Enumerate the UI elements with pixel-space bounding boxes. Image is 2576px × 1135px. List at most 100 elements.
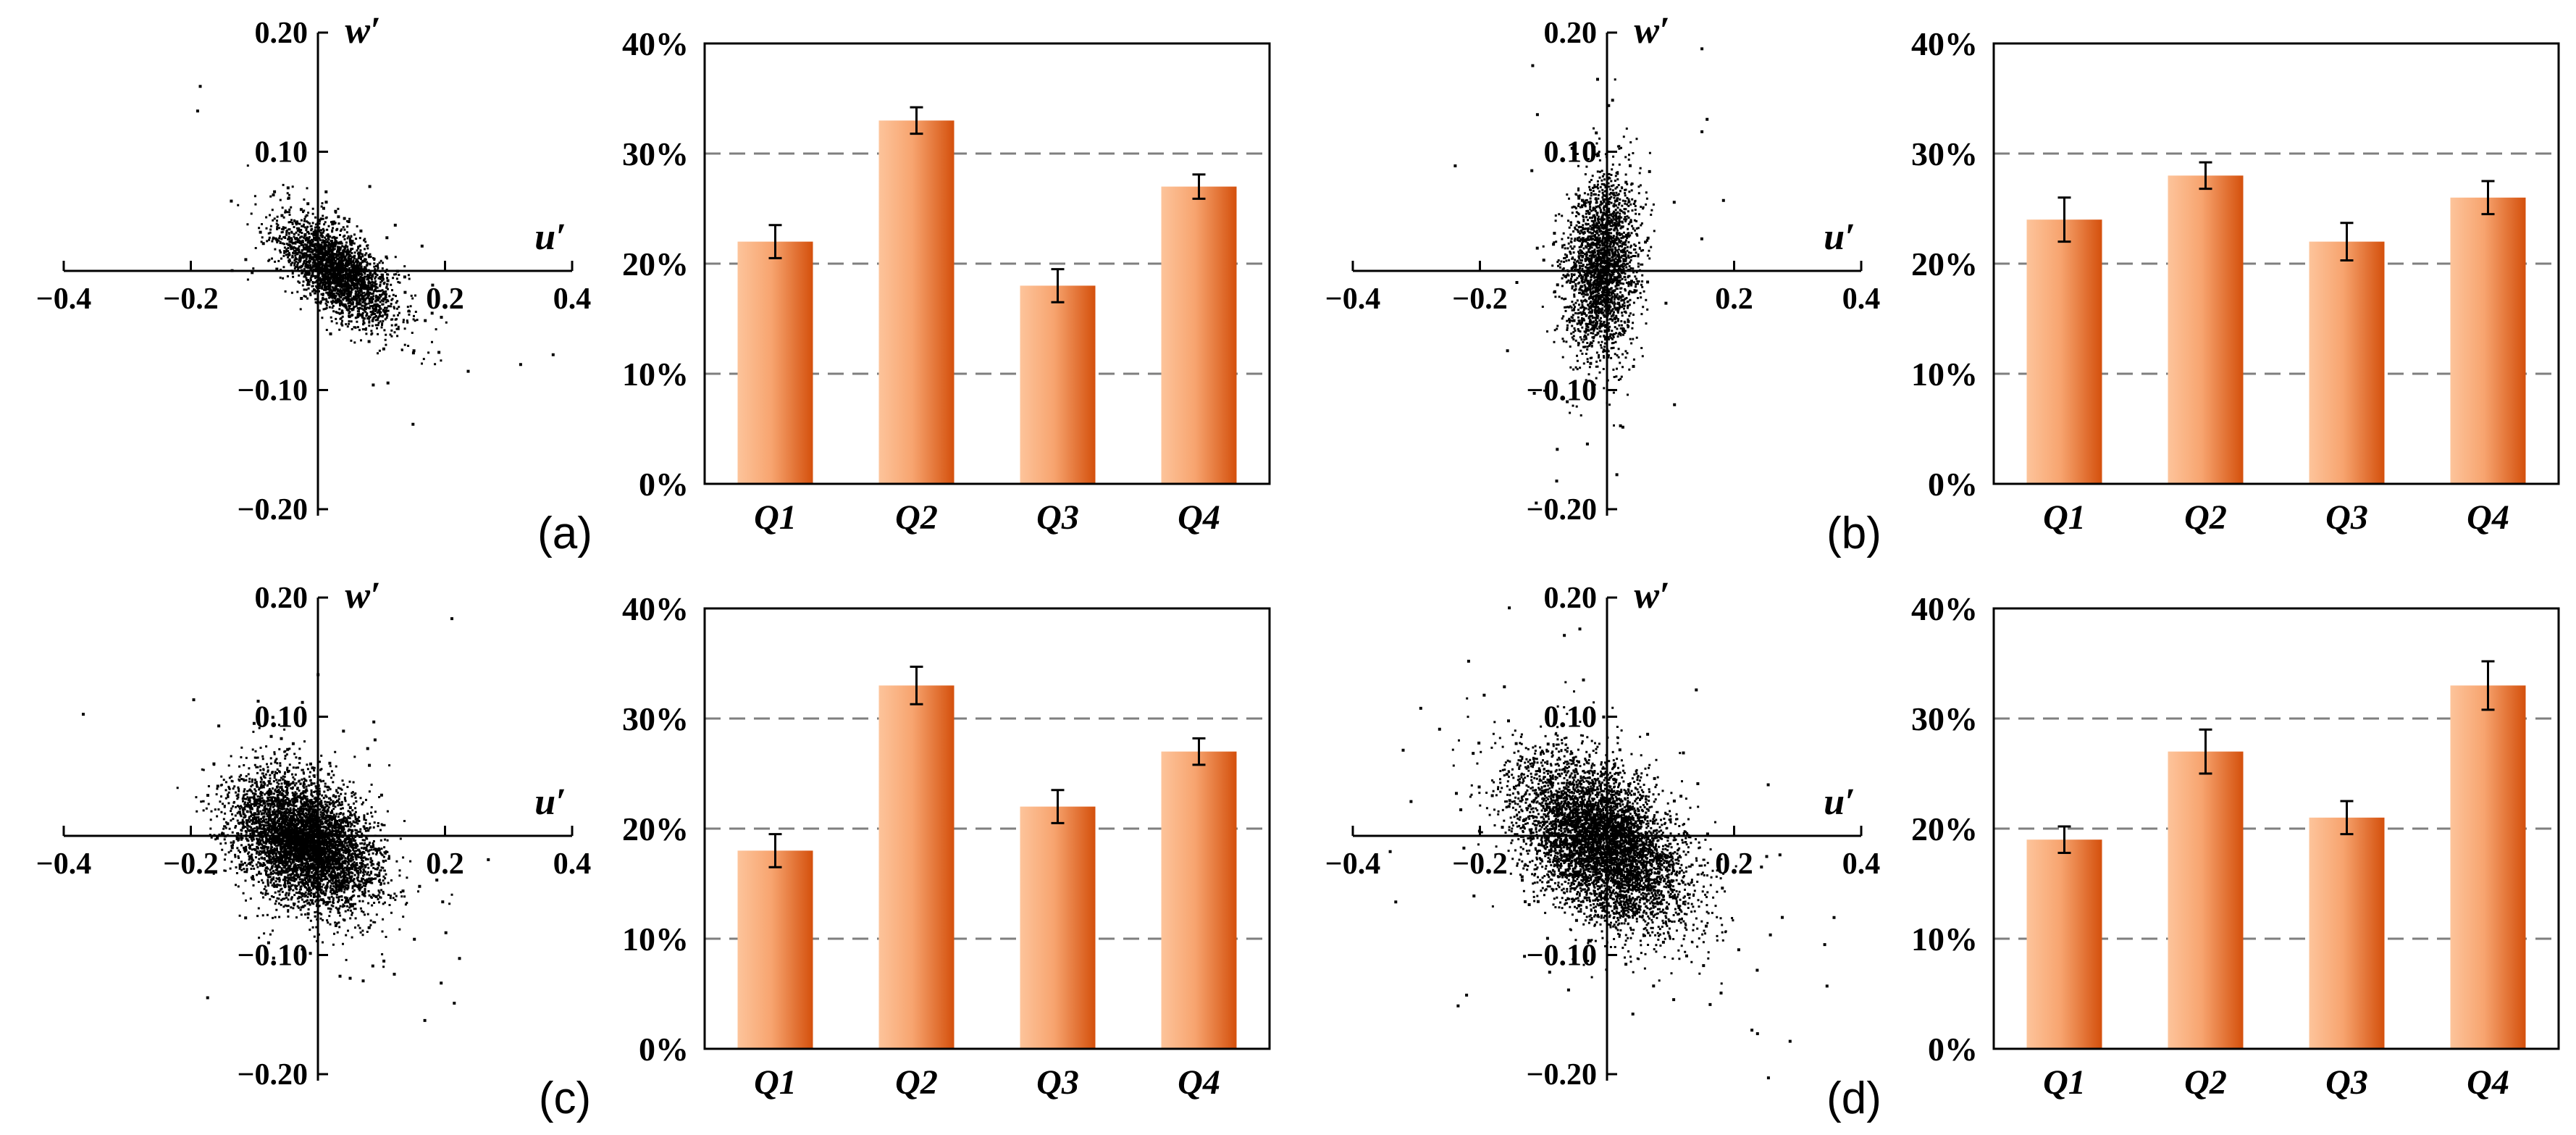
- bar-y-tick-label: 20%: [622, 811, 689, 847]
- bar-chart: 0% 10% 20% 30% 40% Q1 Q2 Q3 Q4: [1911, 590, 2560, 1102]
- bar-q1: [737, 241, 813, 484]
- scatter-x-tick-label: −0.2: [163, 847, 218, 881]
- bar-q2: [878, 120, 955, 484]
- scatter-x-tick-label: 0.4: [553, 282, 592, 316]
- bar-y-tick-label: 30%: [1911, 700, 1978, 737]
- scatter-y-axis-label: w′: [345, 10, 380, 51]
- scatter-y-axis-label: w′: [1634, 575, 1669, 616]
- scatter-x-axis-label: u′: [534, 217, 566, 258]
- scatter-x-tick-label: −0.2: [1452, 847, 1507, 881]
- bar-y-tick-label: 40%: [1911, 590, 1978, 627]
- bar-y-tick-label: 30%: [1911, 135, 1978, 172]
- bar-y-tick-label: 0%: [1928, 1031, 1978, 1068]
- scatter-y-axis-label: w′: [1634, 10, 1669, 51]
- panel-label: (c): [539, 1073, 591, 1123]
- scatter-x-tick-label: −0.4: [36, 282, 91, 316]
- bar-category-label: Q3: [1036, 1063, 1079, 1102]
- scatter-y-tick-label: −0.10: [1527, 374, 1597, 408]
- bar-plot-frame: [1992, 607, 2560, 1050]
- bar-q1: [737, 850, 813, 1049]
- scatter-y-axis-label: w′: [345, 575, 380, 616]
- scatter-y-tick-label: −0.20: [1527, 493, 1597, 527]
- bar-category-label: Q2: [2184, 1063, 2227, 1102]
- scatter-plot: −0.4 −0.2 0.2 0.4 0.20 0.10 −0.10 −0.20 u′ w′: [36, 10, 591, 527]
- bar-q3: [1020, 285, 1096, 484]
- bar-plot-frame: [1992, 42, 2560, 485]
- bar-y-tick-label: 30%: [622, 700, 689, 737]
- panel-label: (a): [537, 508, 592, 558]
- bar-q3: [2309, 241, 2385, 484]
- scatter-y-tick-label: 0.10: [255, 701, 309, 734]
- scatter-y-tick-label: −0.20: [238, 1058, 308, 1092]
- bar-category-label: Q3: [2325, 1063, 2368, 1102]
- bar-y-tick-label: 10%: [1911, 356, 1978, 393]
- scatter-y-tick-label: −0.20: [238, 493, 308, 527]
- scatter-plot: −0.4 −0.2 0.2 0.4 0.20 0.10 −0.10 −0.20 u′ w′: [36, 575, 591, 1092]
- scatter-y-tick-label: 0.10: [255, 136, 309, 169]
- bar-y-tick-label: 10%: [622, 921, 689, 958]
- scatter-y-tick-label: 0.20: [255, 17, 309, 50]
- bar-q3: [2309, 817, 2385, 1049]
- bar-q3: [1020, 806, 1096, 1049]
- panel-a: −0.4 −0.2 0.2 0.4 0.20 0.10 −0.10 −0.20 u′ w′ (a) 0…: [36, 10, 1271, 558]
- scatter-y-tick-label: 0.20: [1544, 582, 1598, 615]
- bar-y-tick-label: 0%: [1928, 466, 1978, 503]
- scatter-x-tick-label: 0.2: [426, 847, 464, 881]
- bar-category-label: Q4: [1178, 1063, 1220, 1102]
- panel-d: −0.4 −0.2 0.2 0.4 0.20 0.10 −0.10 −0.20 u′ w′ (d) 0…: [1325, 575, 2560, 1123]
- scatter-x-tick-label: 0.2: [1715, 282, 1753, 316]
- scatter-x-axis-label: u′: [1824, 782, 1855, 823]
- bar-category-label: Q1: [754, 498, 797, 537]
- bar-q1: [2026, 839, 2102, 1049]
- bar-category-label: Q1: [754, 1063, 797, 1102]
- bar-q4: [2450, 197, 2526, 484]
- scatter-y-tick-label: −0.10: [238, 939, 308, 973]
- bar-category-label: Q2: [895, 498, 938, 537]
- scatter-points: [1388, 606, 1836, 1080]
- bar-q4: [1161, 186, 1237, 484]
- scatter-x-tick-label: −0.2: [163, 282, 218, 316]
- bar-y-tick-label: 40%: [622, 25, 689, 62]
- scatter-plot: −0.4 −0.2 0.2 0.4 0.20 0.10 −0.10 −0.20 u′ w′: [1325, 575, 1880, 1092]
- bar-y-tick-label: 20%: [622, 246, 689, 282]
- scatter-x-tick-label: 0.4: [1842, 282, 1881, 316]
- scatter-x-axis-label: u′: [534, 782, 566, 823]
- scatter-x-tick-label: 0.4: [1842, 847, 1881, 881]
- bar-category-label: Q4: [2467, 498, 2509, 537]
- scatter-x-tick-label: −0.4: [1325, 282, 1380, 316]
- panel-c: −0.4 −0.2 0.2 0.4 0.20 0.10 −0.10 −0.20 u′ w′ (c) 0…: [36, 575, 1271, 1123]
- scatter-x-tick-label: −0.4: [36, 847, 91, 881]
- scatter-plot: −0.4 −0.2 0.2 0.4 0.20 0.10 −0.10 −0.20 u′ w′: [1325, 10, 1880, 527]
- bar-category-label: Q1: [2043, 1063, 2086, 1102]
- bar-q4: [1161, 751, 1237, 1049]
- bar-y-tick-label: 40%: [622, 590, 689, 627]
- bar-y-tick-label: 20%: [1911, 811, 1978, 847]
- bar-y-tick-label: 10%: [622, 356, 689, 393]
- scatter-x-tick-label: −0.4: [1325, 847, 1380, 881]
- bar-category-label: Q3: [2325, 498, 2368, 537]
- bar-y-tick-label: 40%: [1911, 25, 1978, 62]
- bar-category-label: Q1: [2043, 498, 2086, 537]
- scatter-points: [82, 617, 490, 1022]
- bar-y-tick-label: 30%: [622, 135, 689, 172]
- bar-chart: 0% 10% 20% 30% 40% Q1 Q2 Q3 Q4: [1911, 25, 2560, 537]
- scatter-y-tick-label: 0.20: [255, 582, 309, 615]
- bar-y-tick-label: 0%: [639, 466, 689, 503]
- bar-q4: [2450, 685, 2526, 1049]
- bar-category-label: Q2: [2184, 498, 2227, 537]
- scatter-y-tick-label: −0.10: [238, 374, 308, 408]
- scatter-x-tick-label: 0.2: [1715, 847, 1753, 881]
- scatter-x-tick-label: −0.2: [1452, 282, 1507, 316]
- scatter-x-axis-label: u′: [1824, 217, 1855, 258]
- bar-category-label: Q2: [895, 1063, 938, 1102]
- bar-y-tick-label: 10%: [1911, 921, 1978, 958]
- panel-label: (d): [1826, 1073, 1881, 1123]
- bar-category-label: Q4: [2467, 1063, 2509, 1102]
- panel-label: (b): [1826, 508, 1881, 558]
- bar-plot-frame: [703, 607, 1271, 1050]
- bar-category-label: Q3: [1036, 498, 1079, 537]
- scatter-points: [1453, 47, 1725, 505]
- bar-y-tick-label: 0%: [639, 1031, 689, 1068]
- bar-y-tick-label: 20%: [1911, 246, 1978, 282]
